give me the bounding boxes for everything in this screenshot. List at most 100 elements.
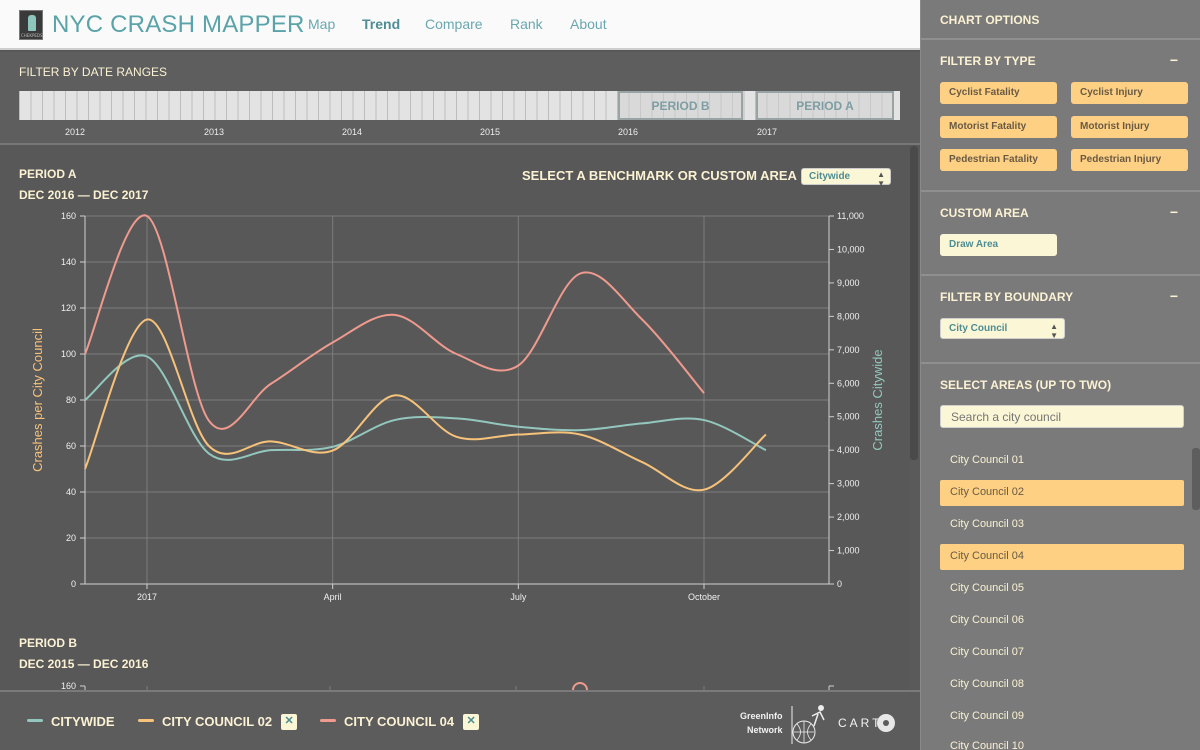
y-tick-label-left: 60	[66, 441, 76, 451]
chart-scrollbar-thumb[interactable]	[910, 146, 918, 460]
legend-bar: CITYWIDE CITY COUNCIL 02 ✕ CITY COUNCIL 0…	[0, 690, 920, 750]
nav-about[interactable]: About	[570, 16, 607, 32]
remove-cc02-button[interactable]: ✕	[281, 713, 298, 730]
legend-label: CITY COUNCIL 02	[162, 714, 273, 729]
boundary-select-value: City Council	[949, 323, 1008, 334]
year-label: 2017	[757, 127, 778, 137]
boundary-select[interactable]: City Council ▲ ▼	[940, 318, 1065, 340]
divider	[921, 362, 1200, 364]
series-line-cc02	[84, 318, 767, 492]
sidebar-scrollbar-thumb[interactable]	[1192, 448, 1200, 510]
period-b-title: PERIOD B	[19, 636, 78, 650]
y-tick-label-left: 120	[61, 303, 76, 313]
collapse-custom-area-icon[interactable]: −	[1169, 204, 1178, 220]
y-tick-label-right: 1,000	[837, 546, 860, 556]
x-tick-label: July	[510, 592, 527, 602]
remove-cc04-button[interactable]: ✕	[463, 713, 480, 730]
area-item-cc06[interactable]: City Council 06	[950, 614, 1024, 626]
carto-dot-icon	[877, 714, 895, 732]
year-label: 2015	[480, 127, 501, 137]
period-a-brush[interactable]: PERIOD A	[756, 91, 894, 120]
legend-label: CITY COUNCIL 04	[344, 714, 455, 729]
period-b-dates: DEC 2015 — DEC 2016	[19, 657, 149, 671]
nav-trend[interactable]: Trend	[362, 16, 401, 32]
legend-item-cc04: CITY COUNCIL 04 ✕	[320, 713, 480, 731]
collapse-boundary-icon[interactable]: −	[1169, 288, 1178, 304]
chart-options-sidebar: CHART OPTIONS FILTER BY TYPE − Cyclist F…	[920, 0, 1200, 750]
y-tick-label-left: 160	[61, 211, 76, 221]
trend-chart: 0 20 40 60 80 100 120 140 160 0 1,000 2,000 3,000 4,0…	[30, 211, 885, 690]
benchmark-label: SELECT A BENCHMARK OR CUSTOM AREA	[522, 168, 797, 183]
y-tick-label-left: 140	[61, 257, 76, 267]
period-b-series-peak	[572, 682, 588, 690]
legend-swatch	[138, 719, 154, 723]
carto-logo[interactable]: CART	[838, 716, 883, 730]
select-areas-title: SELECT AREAS (UP TO TWO)	[940, 378, 1112, 392]
custom-area-title: CUSTOM AREA	[940, 206, 1029, 220]
app-title[interactable]: NYC CRASH MAPPER	[52, 11, 305, 38]
area-item-cc04[interactable]: City Council 04	[940, 544, 1184, 570]
y-tick-label-right: 7,000	[837, 345, 860, 355]
area-item-cc08[interactable]: City Council 08	[950, 678, 1024, 690]
type-pedestrian-fatality[interactable]: Pedestrian Fatality	[940, 149, 1057, 171]
timeline-brush[interactable]: PERIOD B PERIOD A	[19, 91, 900, 120]
date-range-filter: FILTER BY DATE RANGES PERIOD B PERIOD A …	[0, 52, 920, 145]
type-cyclist-fatality[interactable]: Cyclist Fatality	[940, 82, 1057, 104]
area-item-cc05[interactable]: City Council 05	[950, 582, 1024, 594]
y-tick-label-right: 9,000	[837, 278, 860, 288]
y-tick-label-left: 100	[61, 349, 76, 359]
legend-label: CITYWIDE	[51, 714, 115, 729]
period-b-brush[interactable]: PERIOD B	[618, 91, 743, 120]
period-b-y-tick-label: 160	[61, 681, 76, 690]
type-motorist-fatality[interactable]: Motorist Fatality	[940, 116, 1057, 138]
area-item-cc02[interactable]: City Council 02	[940, 480, 1184, 506]
legend-item-cc02: CITY COUNCIL 02 ✕	[138, 713, 298, 731]
nav-rank[interactable]: Rank	[510, 16, 543, 32]
y-tick-label-right: 11,000	[837, 211, 864, 221]
area-item-cc03[interactable]: City Council 03	[950, 518, 1024, 530]
greeninfo-logo[interactable]: GreenInfo Network	[740, 709, 783, 737]
series-line-citywide	[84, 354, 767, 461]
x-tick-label: October	[688, 592, 720, 602]
select-arrows-icon: ▲ ▼	[1050, 322, 1058, 340]
type-motorist-injury[interactable]: Motorist Injury	[1071, 116, 1188, 138]
y-tick-label-right: 10,000	[837, 244, 865, 254]
benchmark-select[interactable]: Citywide ▲ ▼	[801, 168, 891, 188]
y-tick-label-left: 20	[66, 533, 76, 543]
nav-compare[interactable]: Compare	[425, 16, 483, 32]
area-item-cc07[interactable]: City Council 07	[950, 646, 1024, 658]
area-item-cc09[interactable]: City Council 09	[950, 710, 1024, 722]
draw-area-button[interactable]: Draw Area	[940, 234, 1057, 256]
legend-swatch	[27, 719, 43, 723]
period-a-dates: DEC 2016 — DEC 2017	[19, 188, 149, 202]
app-logo[interactable]: CHEKPEDS	[19, 10, 43, 40]
year-label: 2016	[618, 127, 639, 137]
y-tick-label-right: 4,000	[837, 445, 860, 455]
divider	[921, 190, 1200, 192]
nav-map[interactable]: Map	[308, 16, 336, 32]
search-council-input[interactable]	[940, 405, 1184, 428]
logo-text: CHEKPEDS	[21, 33, 43, 38]
area-item-cc01[interactable]: City Council 01	[950, 454, 1024, 466]
date-filter-title: FILTER BY DATE RANGES	[19, 65, 168, 79]
type-pedestrian-injury[interactable]: Pedestrian Injury	[1071, 149, 1188, 171]
select-arrows-icon: ▲ ▼	[877, 170, 885, 188]
area-item-cc10[interactable]: City Council 10	[950, 740, 1024, 750]
pedestrian-icon	[28, 15, 36, 31]
x-tick-label: April	[324, 592, 342, 602]
x-tick-label: 2017	[137, 592, 157, 602]
filter-type-title: FILTER BY TYPE	[940, 54, 1036, 68]
y-tick-label-right: 2,000	[837, 512, 860, 522]
divider	[921, 38, 1200, 40]
boundary-title: FILTER BY BOUNDARY	[940, 290, 1074, 304]
type-cyclist-injury[interactable]: Cyclist Injury	[1071, 82, 1188, 104]
legend-item-citywide: CITYWIDE	[27, 714, 115, 729]
y-tick-label-left: 40	[66, 487, 76, 497]
y-tick-label-right: 0	[837, 579, 842, 589]
greeninfo-line2: Network	[747, 725, 783, 735]
y-tick-label-left: 0	[71, 579, 76, 589]
collapse-type-icon[interactable]: −	[1169, 52, 1178, 68]
chart-options-title: CHART OPTIONS	[940, 13, 1040, 27]
y-tick-label-right: 6,000	[837, 378, 860, 388]
top-header: CHEKPEDS NYC CRASH MAPPER Map Trend Comp…	[0, 0, 920, 50]
